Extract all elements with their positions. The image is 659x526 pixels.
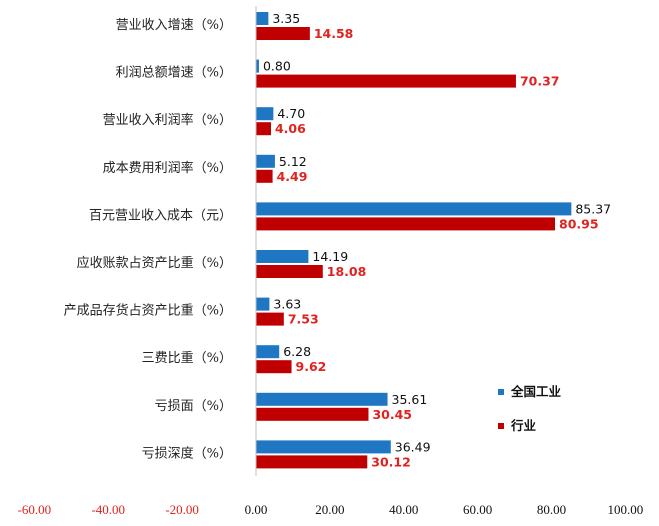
bar-national: [256, 297, 270, 311]
x-tick-label: 20.00: [315, 502, 344, 517]
data-label-national: 0.80: [263, 59, 291, 74]
x-tick-label: 100.00: [608, 502, 644, 517]
data-label-national: 3.63: [273, 297, 301, 312]
x-tick-label: -60.00: [18, 502, 52, 517]
data-label-industry: 18.08: [327, 264, 367, 279]
data-label-industry: 80.95: [559, 216, 599, 231]
data-label-national: 14.19: [312, 249, 348, 264]
legend-swatch: [498, 423, 504, 429]
category-label: 应收账款占资产比重（%）: [77, 255, 232, 271]
data-label-industry: 30.45: [372, 407, 412, 422]
bar-national: [256, 12, 269, 25]
bar-industry: [256, 360, 292, 374]
data-label-national: 85.37: [575, 201, 611, 216]
x-tick-label: 0.00: [245, 502, 268, 517]
x-tick-label: -20.00: [165, 502, 199, 517]
bar-national: [256, 440, 391, 454]
data-label-national: 6.28: [283, 344, 311, 359]
data-label-national: 4.70: [277, 106, 305, 121]
x-tick-label: 60.00: [463, 502, 492, 517]
data-label-industry: 9.62: [296, 359, 327, 374]
bar-national: [256, 202, 572, 216]
data-label-industry: 30.12: [371, 454, 411, 469]
bar-industry: [256, 122, 271, 136]
bar-industry: [256, 312, 284, 326]
bar-national: [256, 107, 274, 121]
legend-label: 全国工业: [510, 384, 562, 399]
category-label: 产成品存货占资产比重（%）: [64, 303, 232, 319]
data-label-industry: 70.37: [520, 74, 560, 89]
bar-industry: [256, 407, 369, 421]
data-label-national: 36.49: [395, 439, 431, 454]
bar-industry: [256, 455, 368, 469]
legend-swatch: [498, 389, 504, 395]
data-label-industry: 7.53: [288, 312, 319, 327]
x-tick-label: 80.00: [537, 502, 566, 517]
bar-industry: [256, 27, 310, 40]
data-label-national: 3.35: [272, 11, 300, 26]
bar-industry: [256, 265, 323, 278]
x-tick-label: -40.00: [91, 502, 125, 517]
category-label: 成本费用利润率（%）: [103, 160, 232, 176]
bar-industry: [256, 74, 516, 88]
x-tick-labels: -60.00 -40.00 -20.00 0.00 20.00 40.00 60.00 80.…: [18, 502, 644, 517]
category-label: 营业收入增速（%）: [116, 18, 232, 33]
data-label-national: 35.61: [392, 392, 428, 407]
data-label-industry: 4.49: [277, 169, 308, 184]
bar-national: [256, 154, 275, 168]
value-labels: 3.35 14.58 0.80 70.37 4.704.06 5.124.49 85.378…: [263, 11, 611, 469]
data-label-industry: 4.06: [275, 121, 306, 136]
legend-label: 行业: [510, 418, 537, 433]
category-label: 三费比重（%）: [142, 350, 232, 366]
bar-national: [256, 392, 388, 406]
bars: [256, 12, 572, 469]
x-tick-label: 40.00: [389, 502, 418, 517]
bar-national: [256, 345, 280, 359]
category-label: 亏损面（%）: [155, 399, 232, 414]
category-labels: 营业收入增速（%） 利润总额增速（%） 营业收入利润率（%） 成本费用利润率（%） 百元…: [64, 18, 232, 461]
bar-industry: [256, 217, 556, 231]
category-label: 利润总额增速（%）: [116, 66, 232, 81]
category-label: 营业收入利润率（%）: [103, 112, 232, 128]
category-label: 百元营业收入成本（元）: [89, 208, 232, 223]
data-label-national: 5.12: [279, 154, 307, 169]
bar-national: [256, 59, 259, 73]
bar-national: [256, 250, 309, 263]
bar-industry: [256, 169, 273, 183]
data-label-industry: 14.58: [314, 26, 354, 41]
category-label: 亏损深度（%）: [142, 445, 232, 461]
